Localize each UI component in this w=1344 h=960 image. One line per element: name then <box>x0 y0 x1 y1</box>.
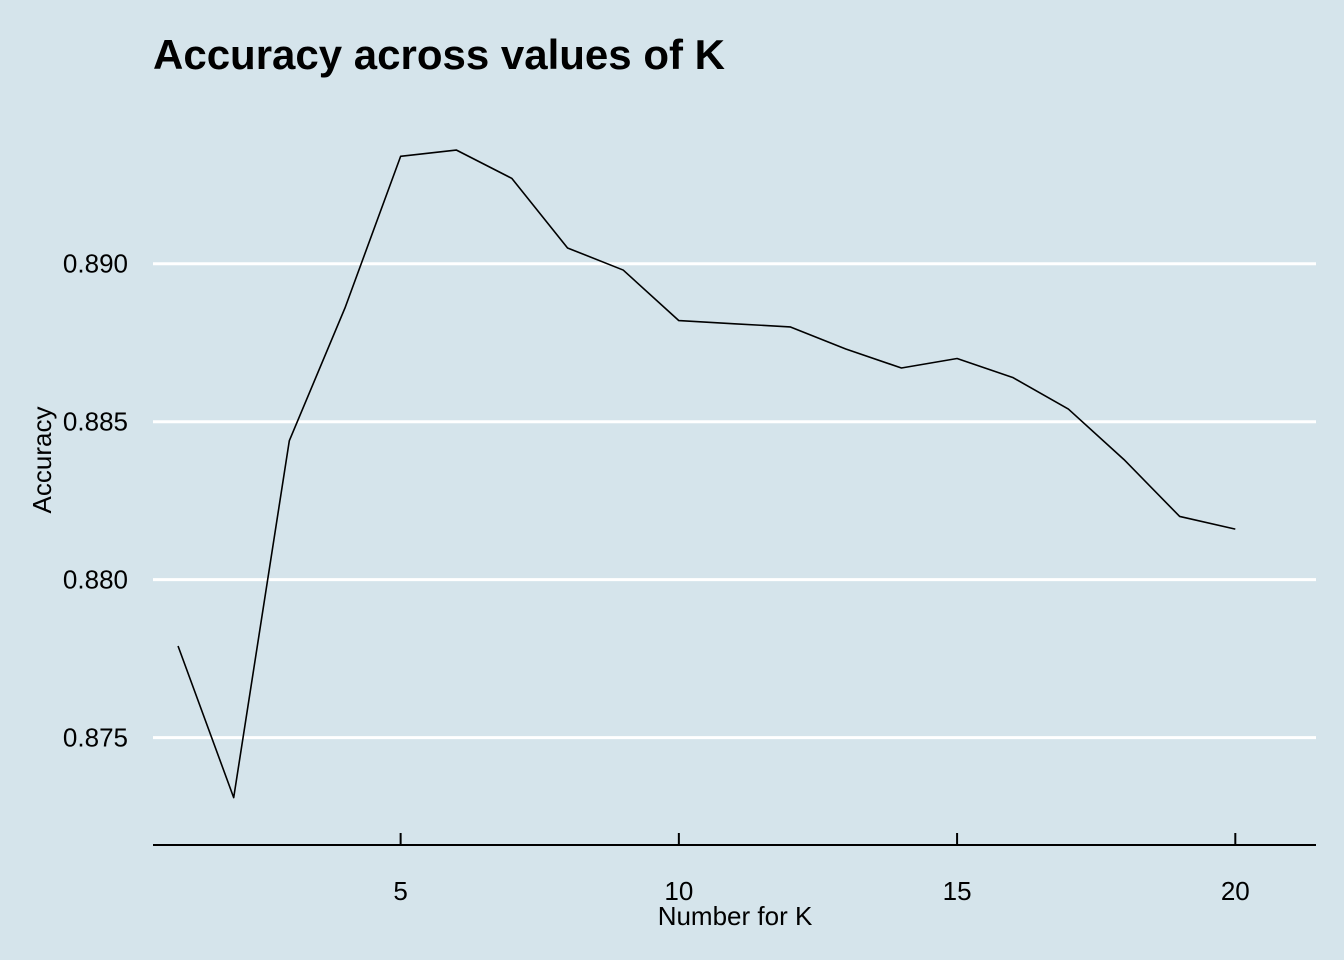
x-tick-label: 5 <box>393 876 407 906</box>
x-tick-label: 20 <box>1221 876 1250 906</box>
y-axis-title: Accuracy <box>27 407 57 514</box>
x-tick-label: 10 <box>664 876 693 906</box>
y-tick-label: 0.880 <box>63 565 128 595</box>
series-line <box>177 149 1236 799</box>
x-axis: 5 10 15 20 <box>153 833 1316 906</box>
gridlines <box>153 262 1316 740</box>
data-series <box>177 149 1236 799</box>
y-tick-label: 0.890 <box>63 249 128 279</box>
chart-title: Accuracy across values of K <box>153 31 725 78</box>
x-tick-label: 15 <box>943 876 972 906</box>
x-axis-title: Number for K <box>658 901 813 931</box>
y-tick-label: 0.885 <box>63 407 128 437</box>
y-axis-tick-labels: 0.875 0.880 0.885 0.890 <box>63 249 128 753</box>
y-tick-label: 0.875 <box>63 723 128 753</box>
